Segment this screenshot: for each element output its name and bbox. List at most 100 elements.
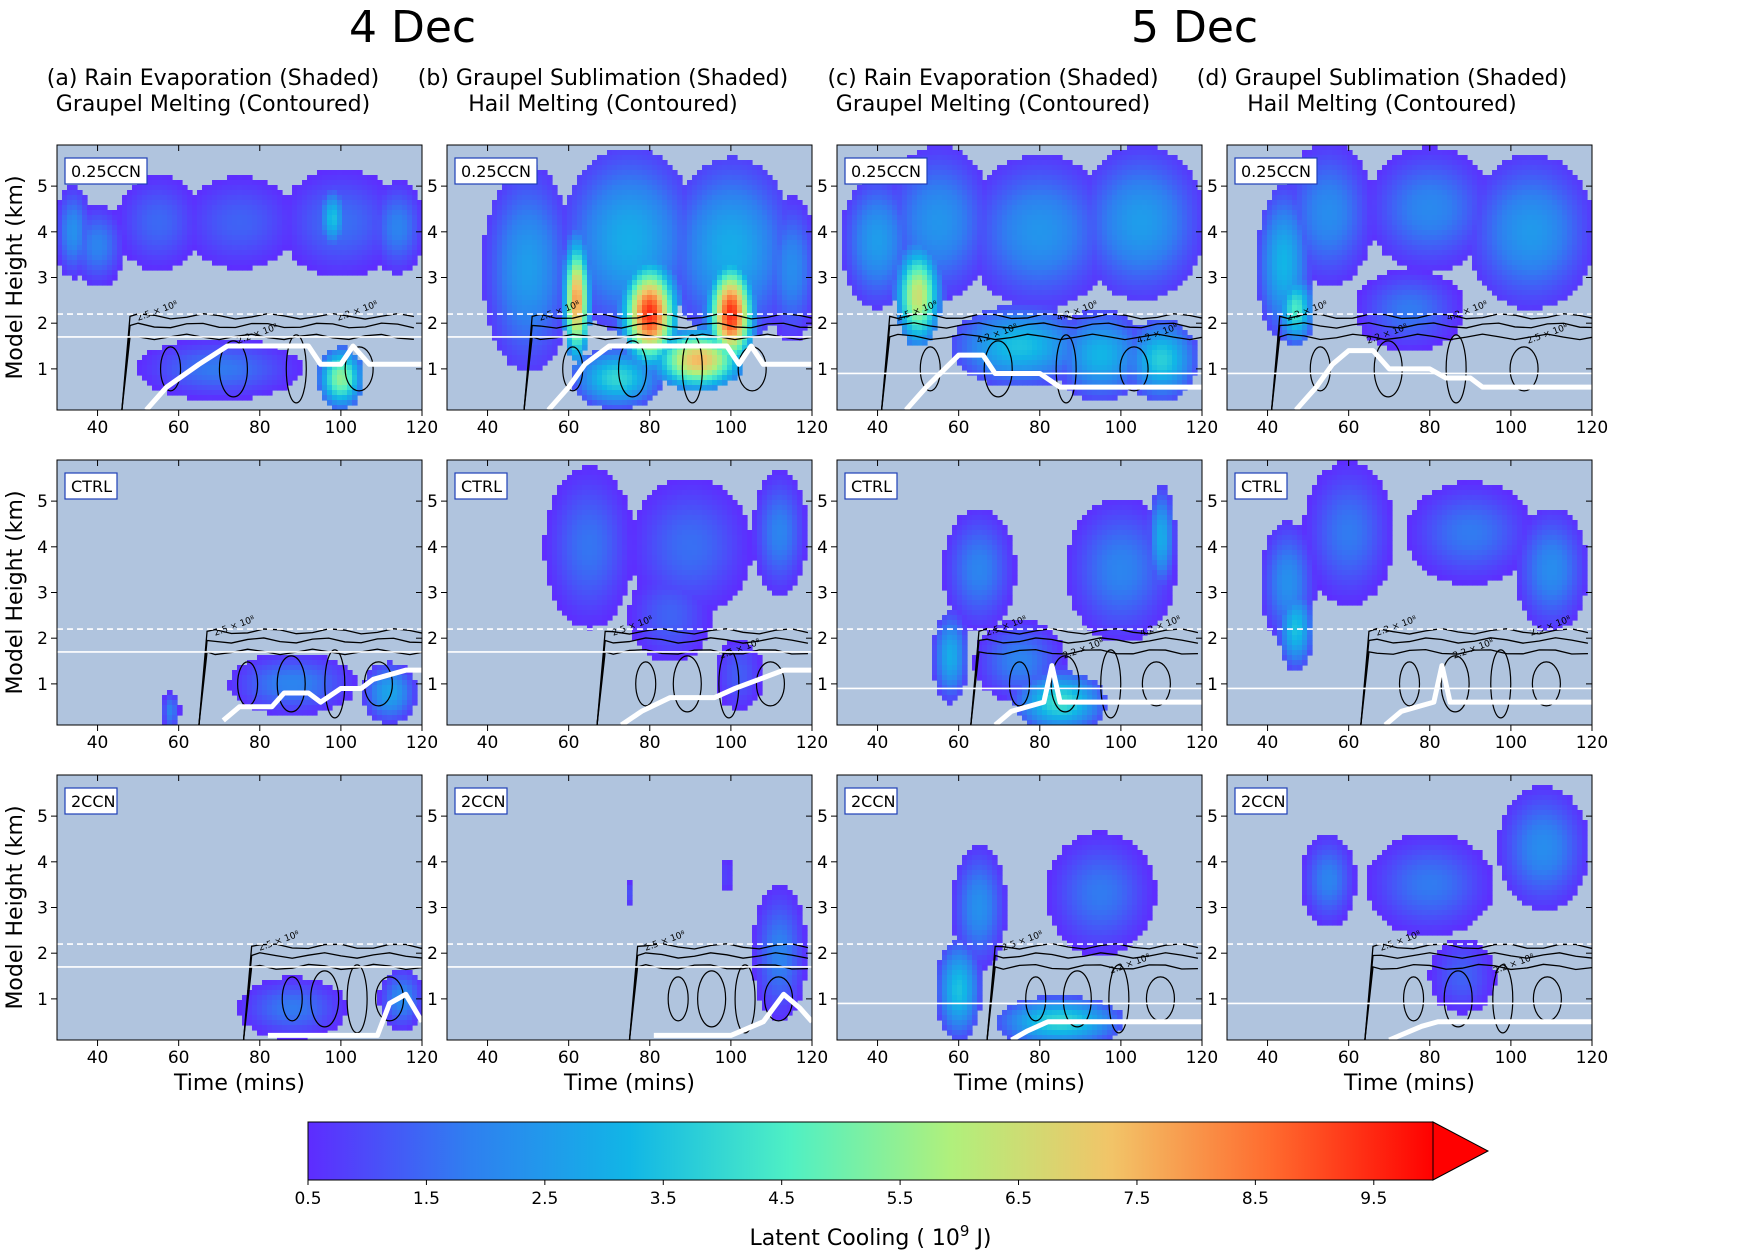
heatmap-cell [72, 200, 78, 206]
heatmap-cell [872, 255, 878, 261]
heatmap-cell [327, 200, 333, 206]
heatmap-cell [787, 195, 793, 201]
heatmap-cell [917, 310, 923, 316]
heatmap-cell [787, 200, 793, 206]
heatmap-cell [352, 210, 358, 216]
heatmap-cell [577, 355, 583, 361]
heatmap-cell [92, 250, 98, 256]
column-title-c-line2: Graupel Melting (Contoured) [835, 92, 1151, 117]
heatmap-cell [732, 340, 738, 346]
heatmap-cell [527, 200, 533, 206]
heatmap-cell [712, 270, 718, 276]
heatmap-cell [257, 260, 263, 266]
heatmap-cell [552, 210, 558, 216]
heatmap-cell [597, 380, 603, 386]
heatmap-cell [107, 230, 113, 236]
heatmap-cell [512, 295, 518, 301]
heatmap-cell [232, 180, 238, 186]
heatmap-cell [637, 200, 643, 206]
heatmap-cell [502, 285, 508, 291]
heatmap-cell [507, 185, 513, 191]
heatmap-cell [897, 320, 903, 326]
heatmap-cell [497, 240, 503, 246]
heatmap-cell [167, 240, 173, 246]
heatmap-cell [647, 340, 653, 346]
heatmap-cell [572, 185, 578, 191]
heatmap-cell [392, 255, 398, 261]
heatmap-cell [577, 335, 583, 341]
heatmap-cell [357, 380, 363, 386]
heatmap-cell [687, 260, 693, 266]
heatmap-cell [337, 250, 343, 256]
heatmap-cell [897, 290, 903, 296]
heatmap-cell [777, 230, 783, 236]
heatmap-cell [152, 235, 158, 241]
heatmap-cell [62, 230, 68, 236]
heatmap-cell [207, 195, 213, 201]
heatmap-cell [322, 385, 328, 391]
heatmap-cell [777, 270, 783, 276]
heatmap-cell [127, 245, 133, 251]
heatmap-cell [302, 195, 308, 201]
heatmap-cell [612, 350, 618, 356]
heatmap-cell [162, 185, 168, 191]
heatmap-cell [807, 270, 812, 276]
heatmap-cell [247, 190, 253, 196]
heatmap-cell [482, 285, 488, 291]
heatmap-cell [412, 210, 418, 216]
heatmap-cell [497, 325, 503, 331]
heatmap-cell [742, 330, 748, 336]
heatmap-cell [692, 185, 698, 191]
heatmap-cell [582, 390, 588, 396]
heatmap-cell [262, 195, 268, 201]
heatmap-cell [317, 370, 323, 376]
heatmap-cell [552, 330, 558, 336]
heatmap-cell [147, 370, 153, 376]
heatmap-cell [152, 370, 158, 376]
heatmap-cell [172, 385, 178, 391]
heatmap-cell [642, 280, 648, 286]
heatmap-cell [372, 255, 378, 261]
heatmap-cell [322, 235, 328, 241]
heatmap-cell [162, 345, 168, 351]
heatmap-cell [642, 305, 648, 311]
heatmap-cell [652, 200, 658, 206]
heatmap-cell [552, 340, 558, 346]
heatmap-cell [697, 305, 703, 311]
heatmap-cell [577, 310, 583, 316]
heatmap-cell [327, 355, 333, 361]
heatmap-cell [337, 390, 343, 396]
heatmap-cell [327, 195, 333, 201]
heatmap-cell [342, 250, 348, 256]
heatmap-cell [207, 250, 213, 256]
heatmap-cell [707, 375, 713, 381]
heatmap-cell [622, 230, 628, 236]
heatmap-cell [577, 175, 583, 181]
heatmap-cell [922, 270, 928, 276]
heatmap-cell [907, 280, 913, 286]
heatmap-cell [747, 170, 753, 176]
heatmap-cell [142, 360, 148, 366]
heatmap-cell [187, 380, 193, 386]
heatmap-cell [917, 250, 923, 256]
heatmap-cell [132, 245, 138, 251]
heatmap-cell [912, 190, 918, 196]
heatmap-cell [947, 165, 953, 171]
heatmap-cell [367, 195, 373, 201]
heatmap-cell [517, 220, 523, 226]
heatmap-cell [207, 235, 213, 241]
heatmap-cell [862, 275, 868, 281]
heatmap-cell [662, 190, 668, 196]
heatmap-cell [602, 175, 608, 181]
heatmap-cell [597, 355, 603, 361]
heatmap-cell [167, 345, 173, 351]
heatmap-cell [592, 195, 598, 201]
heatmap-cell [797, 280, 803, 286]
heatmap-cell [77, 235, 83, 241]
heatmap-cell [587, 280, 593, 286]
heatmap-cell [697, 280, 703, 286]
heatmap-cell [577, 330, 583, 336]
heatmap-cell [272, 370, 278, 376]
heatmap-cell [152, 185, 158, 191]
y-tick-label: 4 [427, 223, 438, 243]
